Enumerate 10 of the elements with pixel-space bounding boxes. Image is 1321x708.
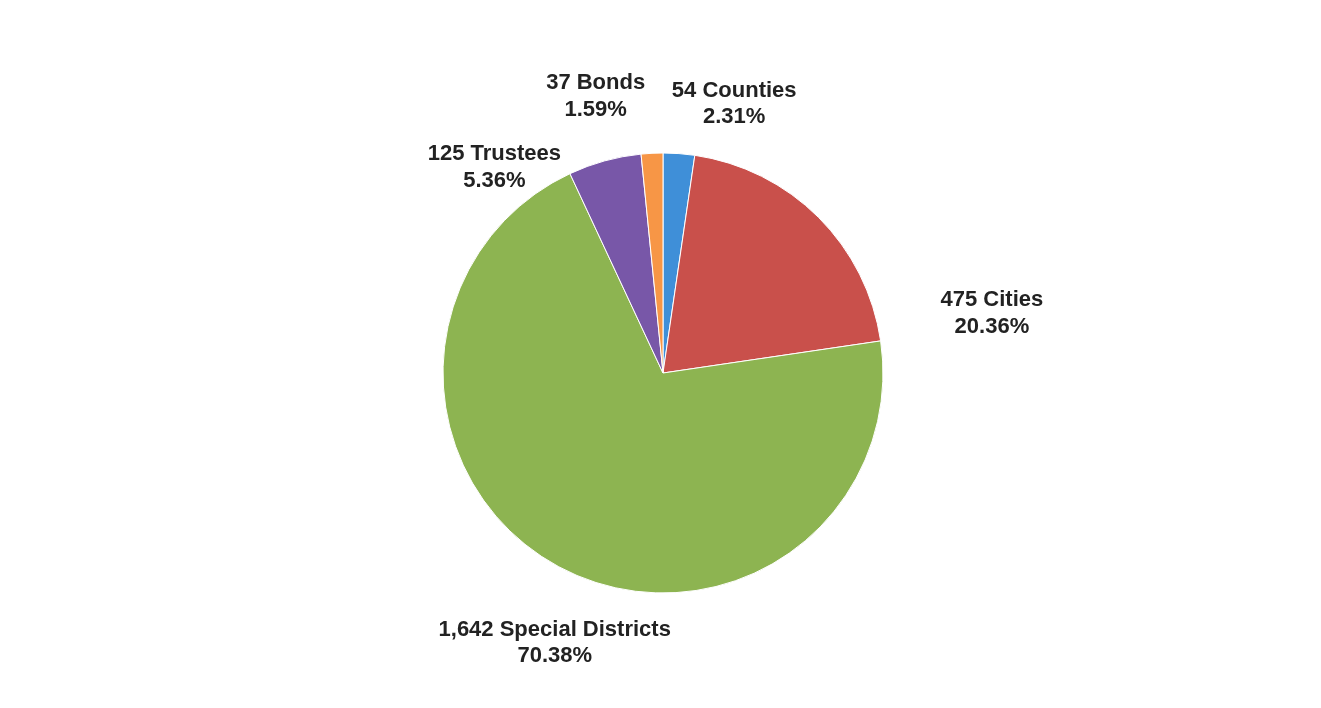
data-label: 70.38% (517, 642, 593, 668)
data-label: 1.59% (564, 95, 627, 121)
slice-label: 475 Cities (940, 286, 1044, 312)
slice-label: 54 Counties (671, 76, 797, 102)
data-label: 5.36% (463, 166, 526, 192)
slice-label: 125 Trustees (427, 140, 562, 166)
data-label: 20.36% (954, 312, 1030, 338)
slice-label: 37 Bonds (546, 69, 646, 95)
slice-label: 1,642 Special Districts (438, 616, 671, 641)
data-label: 2.31% (703, 103, 766, 129)
